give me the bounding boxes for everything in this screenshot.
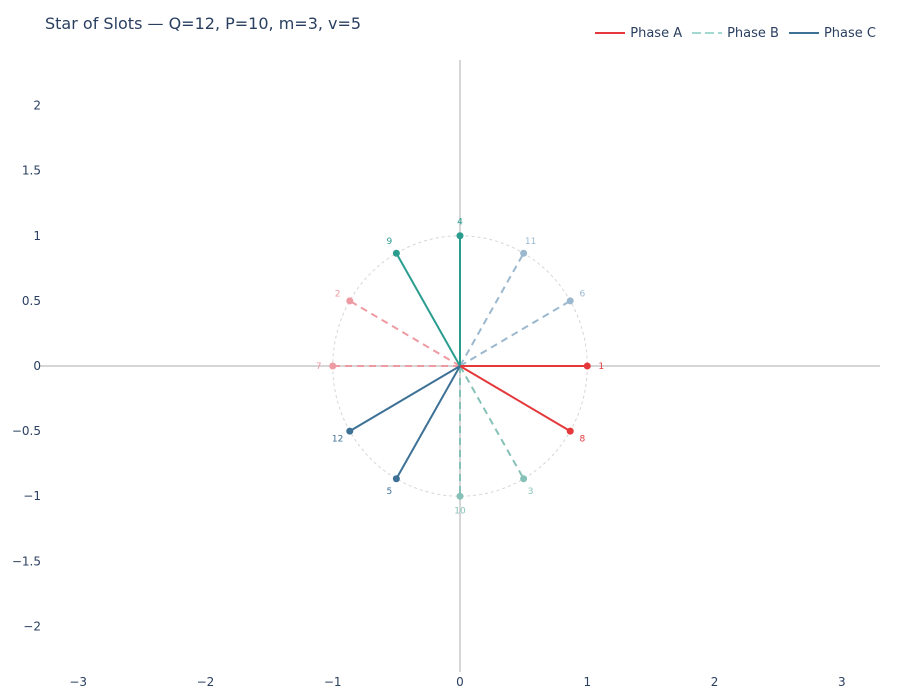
y-tick-label: −1 (23, 489, 41, 503)
slot-point-8 (566, 427, 574, 435)
slot-vector-3 (459, 365, 525, 480)
legend-item-phase-b[interactable]: Phase B (692, 25, 779, 41)
slot-label-6: 6 (579, 290, 585, 300)
legend-swatch-phase-c (788, 32, 819, 34)
x-tick-label: 3 (838, 675, 846, 689)
slot-vector-5 (395, 365, 461, 480)
x-tick-label: −3 (69, 675, 87, 689)
y-tick-label: −0.5 (12, 424, 41, 438)
slot-point-10 (456, 492, 464, 500)
slot-label-4: 4 (457, 217, 463, 227)
slot-point-1 (583, 362, 591, 370)
y-tick-label: 0.5 (22, 294, 41, 308)
legend-label-phase-c: Phase C (823, 25, 876, 41)
slot-vector-12 (349, 365, 461, 432)
slot-point-12 (346, 427, 354, 435)
legend-item-phase-a[interactable]: Phase A (595, 25, 682, 41)
legend-label-phase-a: Phase A (630, 25, 683, 41)
legend-label-phase-b: Phase B (727, 25, 779, 41)
slot-label-10: 10 (454, 507, 466, 517)
slot-point-11 (520, 249, 528, 257)
y-tick-label: 2 (33, 99, 41, 113)
legend-swatch-phase-a (595, 32, 626, 34)
slot-point-6 (566, 297, 574, 305)
slot-vector-6 (459, 300, 571, 367)
slot-vector-2 (349, 300, 461, 367)
slot-point-9 (392, 249, 400, 257)
slot-vector-11 (459, 252, 525, 367)
slot-label-2: 2 (335, 290, 341, 300)
x-tick-label: 0 (456, 675, 464, 689)
x-tick-label: 2 (711, 675, 719, 689)
legend-item-phase-c[interactable]: Phase C (788, 25, 876, 41)
legend-swatch-phase-b (692, 32, 723, 34)
slot-label-1: 1 (598, 362, 604, 372)
slot-vector-9 (395, 252, 461, 367)
slot-vector-8 (459, 365, 571, 432)
slot-point-5 (392, 475, 400, 483)
y-tick-label: 0 (33, 359, 41, 373)
y-tick-label: 1.5 (22, 164, 41, 178)
slot-label-11: 11 (525, 237, 536, 247)
slot-label-9: 9 (386, 237, 392, 247)
slot-label-12: 12 (332, 434, 343, 444)
slot-point-7 (329, 362, 337, 370)
legend: Phase A Phase B Phase C (595, 25, 876, 41)
slot-label-3: 3 (528, 487, 534, 497)
x-tick-label: 1 (583, 675, 591, 689)
y-tick-label: 1 (33, 229, 41, 243)
slot-point-4 (456, 232, 464, 240)
slot-point-2 (346, 297, 354, 305)
slot-label-5: 5 (386, 487, 392, 497)
x-tick-label: −1 (324, 675, 342, 689)
x-tick-label: −2 (197, 675, 215, 689)
slot-label-7: 7 (316, 362, 322, 372)
slot-point-3 (520, 475, 528, 483)
slot-label-8: 8 (579, 434, 585, 444)
y-tick-label: −1.5 (12, 554, 41, 568)
y-tick-label: −2 (23, 619, 41, 633)
chart-title: Star of Slots — Q=12, P=10, m=3, v=5 (45, 14, 362, 33)
